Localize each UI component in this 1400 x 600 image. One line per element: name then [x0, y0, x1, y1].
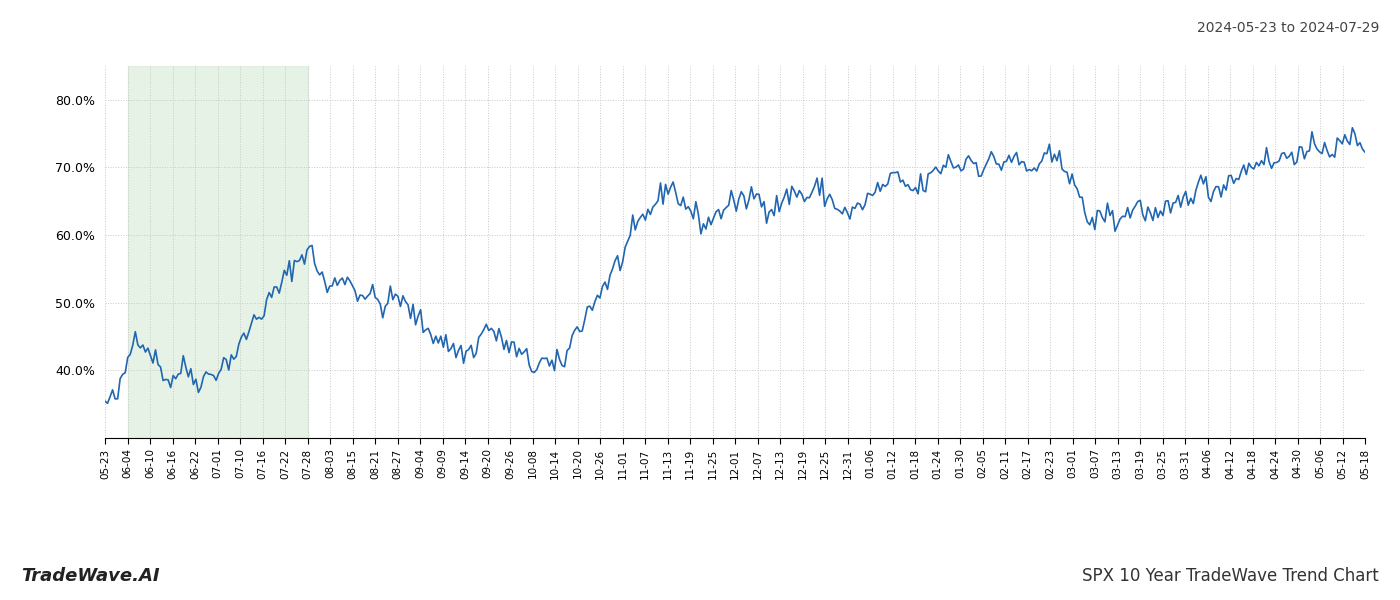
Bar [127, 66, 308, 438]
Text: 2024-05-23 to 2024-07-29: 2024-05-23 to 2024-07-29 [1197, 21, 1379, 35]
Text: TradeWave.AI: TradeWave.AI [21, 567, 160, 585]
Text: SPX 10 Year TradeWave Trend Chart: SPX 10 Year TradeWave Trend Chart [1082, 567, 1379, 585]
